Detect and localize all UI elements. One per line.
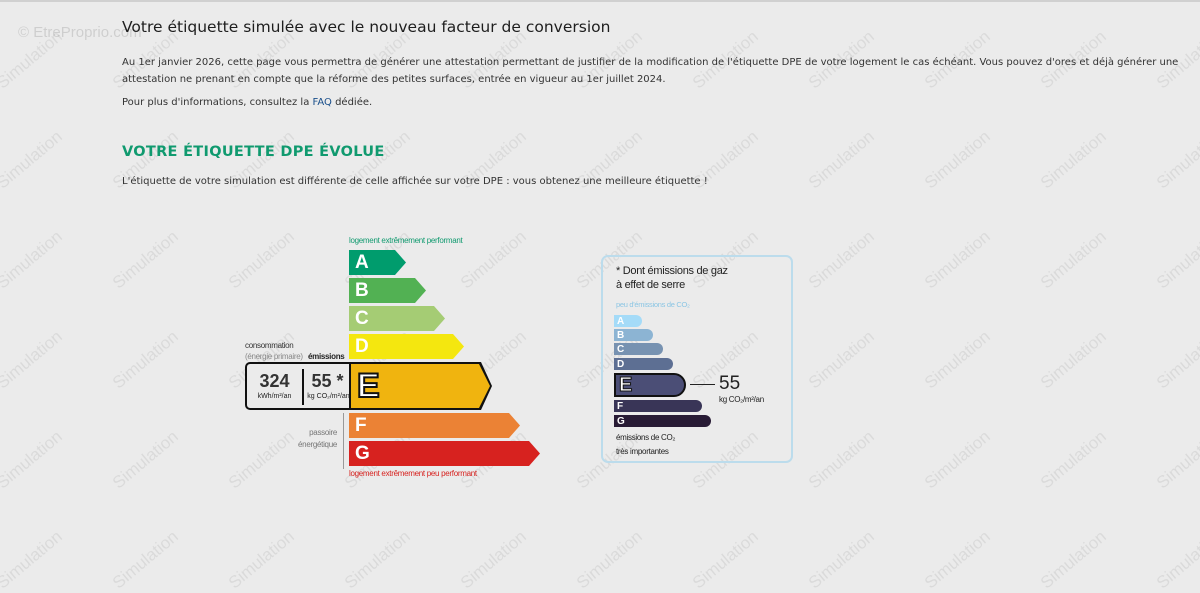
intro-text: Au 1er janvier 2026, cette page vous per… bbox=[122, 57, 1179, 85]
ges-top-label: peu d'émissions de CO₂ bbox=[616, 300, 690, 309]
dpe-values-box: 324 kWh/m²/an 55 * kg CO₂/m²/an bbox=[245, 362, 351, 410]
ges-class-d: D bbox=[614, 358, 673, 370]
dpe-class-d: D bbox=[349, 334, 464, 359]
emissions-value: 55 * bbox=[311, 371, 344, 391]
ges-unit: kg CO₂/m²/an bbox=[719, 395, 764, 404]
dpe-top-label: logement extrêmement performant bbox=[349, 236, 463, 245]
simulation-watermark: Simulation bbox=[920, 526, 994, 593]
page-frame bbox=[0, 0, 1200, 2]
ges-class-g: G bbox=[614, 415, 711, 427]
dpe-class-f: F bbox=[349, 413, 520, 438]
section-title: VOTRE ÉTIQUETTE DPE ÉVOLUE bbox=[122, 144, 385, 160]
passoire-label-1: passoire bbox=[309, 428, 337, 437]
simulation-watermark: Simulation bbox=[804, 526, 878, 593]
consumption-label: consommation bbox=[245, 341, 294, 350]
simulation-watermark: Simulation bbox=[1036, 526, 1110, 593]
passoire-line bbox=[343, 413, 344, 469]
ges-panel: * Dont émissions de gaz à effet de serre… bbox=[601, 255, 793, 463]
simulation-watermark: Simulation bbox=[456, 526, 530, 593]
simulation-watermark: Simulation bbox=[224, 526, 298, 593]
info-after: dédiée. bbox=[331, 97, 373, 108]
simulation-watermark: Simulation bbox=[688, 526, 762, 593]
info-before: Pour plus d'informations, consultez la bbox=[122, 97, 313, 108]
ges-value: 55 bbox=[719, 373, 741, 394]
ges-pointer-line bbox=[690, 384, 715, 385]
emissions-label: émissions bbox=[308, 352, 345, 361]
simulation-watermark: Simulation bbox=[0, 526, 66, 593]
info-text: Pour plus d'informations, consultez la F… bbox=[122, 94, 1192, 111]
simulation-watermark: Simulation bbox=[572, 526, 646, 593]
consumption-sub: (énergie primaire) bbox=[245, 352, 303, 361]
dpe-class-b: B bbox=[349, 278, 426, 303]
simulation-watermark: Simulation bbox=[340, 526, 414, 593]
ges-bottom-2: très importantes bbox=[616, 447, 669, 456]
simulation-watermark: Simulation bbox=[1152, 526, 1200, 593]
consumption-unit: kWh/m²/an bbox=[257, 393, 292, 400]
ges-class-a: A bbox=[614, 315, 642, 327]
ges-class-c: C bbox=[614, 343, 663, 355]
dpe-class-e: E bbox=[349, 362, 492, 410]
dpe-class-g: G bbox=[349, 441, 540, 466]
dpe-current-class: E bbox=[351, 364, 490, 408]
ges-class-b: B bbox=[614, 329, 653, 341]
simulation-watermark: Simulation bbox=[108, 526, 182, 593]
dpe-class-c: C bbox=[349, 306, 445, 331]
ges-title-1: * Dont émissions de gaz bbox=[616, 265, 728, 277]
dpe-bottom-label: logement extrêmement peu performant bbox=[349, 469, 477, 478]
ges-class-f: F bbox=[614, 400, 702, 412]
brand-watermark: © EtreProprio.com bbox=[18, 24, 142, 41]
faq-link[interactable]: FAQ bbox=[312, 97, 332, 108]
ges-title-2: à effet de serre bbox=[616, 279, 685, 291]
divider bbox=[302, 369, 304, 405]
page-title: Votre étiquette simulée avec le nouveau … bbox=[122, 18, 611, 36]
consumption-value: 324 bbox=[259, 371, 290, 391]
section-text: L'étiquette de votre simulation est diff… bbox=[122, 176, 708, 187]
emissions-unit: kg CO₂/m²/an bbox=[307, 393, 350, 400]
ges-class-e: E bbox=[614, 373, 686, 397]
dpe-class-a: A bbox=[349, 250, 406, 275]
ges-bottom-1: émissions de CO₂ bbox=[616, 433, 676, 442]
passoire-label-2: énergétique bbox=[298, 440, 337, 449]
